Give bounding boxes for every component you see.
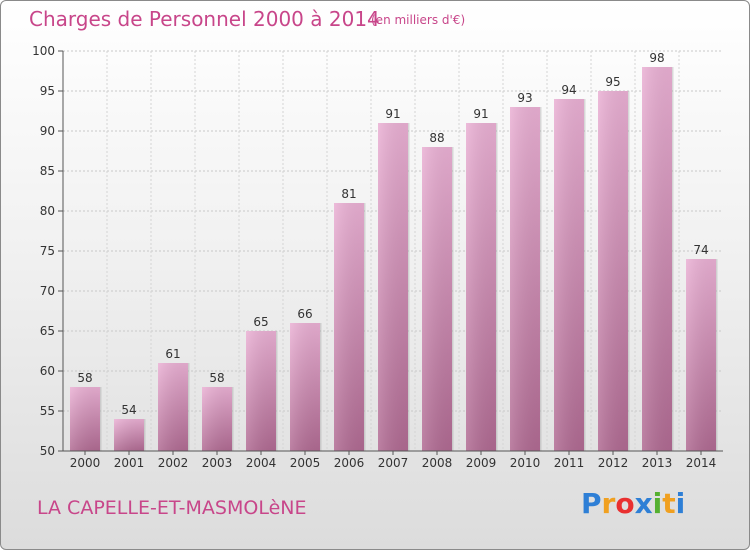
x-tick-label: 2008	[422, 456, 453, 470]
bar-highlight	[686, 259, 716, 451]
logo-letter: o	[615, 487, 635, 520]
y-tick-label: 75	[40, 244, 55, 258]
bar-data-label: 93	[517, 91, 532, 105]
y-tick-label: 95	[40, 84, 55, 98]
bar-data-label: 54	[121, 403, 136, 417]
bar-highlight	[510, 107, 540, 451]
bar-highlight	[554, 99, 584, 451]
logo-letter: i	[675, 487, 686, 520]
bar-highlight	[422, 147, 452, 451]
x-tick-label: 2007	[378, 456, 409, 470]
logo-letter: x	[634, 487, 653, 520]
y-tick-label: 100	[32, 44, 55, 58]
x-tick-label: 2004	[246, 456, 277, 470]
bar-highlight	[114, 419, 144, 451]
x-tick-label: 2012	[598, 456, 629, 470]
x-tick-label: 2010	[510, 456, 541, 470]
y-tick-label: 60	[40, 364, 55, 378]
commune-name: LA CAPELLE-ET-MASMOLèNE	[37, 497, 307, 519]
bar-highlight	[378, 123, 408, 451]
x-tick-label: 2009	[466, 456, 497, 470]
bar-data-label: 98	[649, 51, 664, 65]
bar-layer	[70, 67, 718, 451]
bar-data-label: 66	[297, 307, 312, 321]
bar-highlight	[70, 387, 100, 451]
y-tick-label: 50	[40, 444, 55, 458]
label-layer: 58 54 61 58 65 66 81 91 88 91 93 94 95 98 74	[77, 51, 708, 417]
bar-data-label: 91	[473, 107, 488, 121]
chart-title: Charges de Personnel 2000 à 2014	[29, 7, 380, 31]
bar-highlight	[598, 91, 628, 451]
y-tick-label: 85	[40, 164, 55, 178]
x-tick-label: 2006	[334, 456, 365, 470]
bar-highlight	[290, 323, 320, 451]
bar-highlight	[202, 387, 232, 451]
bar-data-label: 58	[77, 371, 92, 385]
bar-data-label: 65	[253, 315, 268, 329]
logo-letter: t	[662, 487, 676, 520]
logo-letter: i	[652, 487, 663, 520]
x-tick-label: 2000	[70, 456, 101, 470]
bar-highlight	[246, 331, 276, 451]
proxiti-logo: Proxiti	[581, 487, 685, 520]
bar-highlight	[642, 67, 672, 451]
x-tick-label: 2013	[642, 456, 673, 470]
y-tick-label: 80	[40, 204, 55, 218]
x-tick-label: 2014	[686, 456, 717, 470]
y-tick-label: 90	[40, 124, 55, 138]
axis-layer: 50 55 60 65 70 75 80 85 90 95 100 2000 2001 2002 2003 2…	[32, 44, 723, 470]
bar-data-label: 88	[429, 131, 444, 145]
y-tick-label: 55	[40, 404, 55, 418]
x-tick-label: 2011	[554, 456, 585, 470]
y-tick-label: 70	[40, 284, 55, 298]
bar-highlight	[334, 203, 364, 451]
x-tick-label: 2001	[114, 456, 145, 470]
bar-highlight	[466, 123, 496, 451]
logo-letter: r	[601, 487, 616, 520]
bar-data-label: 91	[385, 107, 400, 121]
bar-data-label: 95	[605, 75, 620, 89]
x-tick-label: 2002	[158, 456, 189, 470]
bar-data-label: 81	[341, 187, 356, 201]
y-tick-label: 65	[40, 324, 55, 338]
bar-data-label: 58	[209, 371, 224, 385]
bar-highlight	[158, 363, 188, 451]
logo-letter: P	[581, 487, 602, 520]
bar-data-label: 94	[561, 83, 576, 97]
bar-data-label: 74	[693, 243, 708, 257]
x-tick-label: 2005	[290, 456, 321, 470]
chart-unit: (en milliers d'€)	[371, 13, 466, 27]
bar-data-label: 61	[165, 347, 180, 361]
x-tick-label: 2003	[202, 456, 233, 470]
